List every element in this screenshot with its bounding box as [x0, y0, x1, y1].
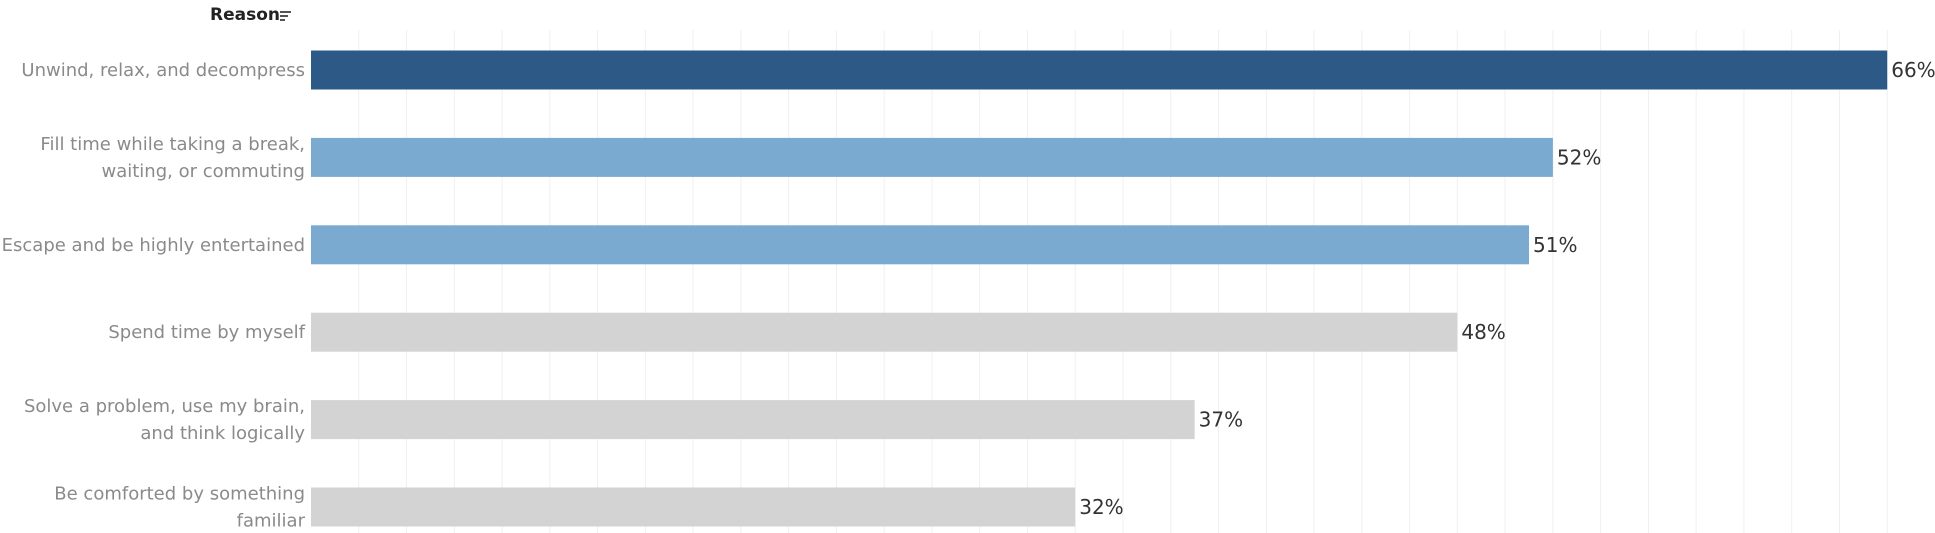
category-label-4: Spend time by myself — [108, 322, 305, 343]
gridlines — [358, 30, 1888, 533]
value-label-6: 32% — [1079, 495, 1123, 519]
bar-5[interactable] — [311, 400, 1195, 440]
value-label-2: 52% — [1557, 145, 1601, 169]
category-label-3: Escape and be highly entertained — [2, 235, 305, 256]
value-label-3: 51% — [1533, 233, 1577, 257]
sort-descending-icon[interactable] — [280, 9, 294, 23]
category-labels: Unwind, relax, and decompress Fill time w… — [2, 60, 306, 532]
category-label-5-line-2: and think logically — [140, 423, 305, 444]
bar-6[interactable] — [311, 487, 1076, 527]
bar-4[interactable] — [311, 312, 1458, 352]
category-label-2-line-2: waiting, or commuting — [101, 161, 305, 182]
value-label-1: 66% — [1891, 58, 1935, 82]
value-labels: 66% 52% 51% 48% 37% 32% — [1079, 58, 1935, 519]
bar-3[interactable] — [311, 225, 1529, 265]
value-label-5: 37% — [1199, 408, 1243, 432]
category-label-6-line-1: Be comforted by something — [54, 484, 305, 505]
category-label-1: Unwind, relax, and decompress — [21, 60, 305, 81]
bars — [311, 50, 1888, 527]
category-label-5-line-1: Solve a problem, use my brain, — [24, 396, 305, 417]
category-label-2-line-1: Fill time while taking a break, — [40, 134, 305, 155]
chart-header: Reason — [210, 5, 294, 25]
field-label-reason: Reason — [210, 5, 280, 25]
value-label-4: 48% — [1461, 320, 1505, 344]
category-label-6-line-2: familiar — [237, 511, 306, 532]
bar-2[interactable] — [311, 137, 1553, 177]
bar-1[interactable] — [311, 50, 1888, 90]
